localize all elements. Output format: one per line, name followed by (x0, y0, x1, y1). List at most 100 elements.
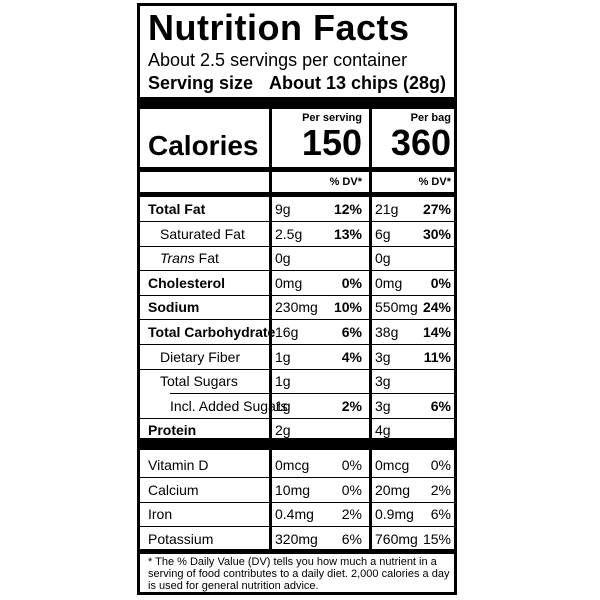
row-separator (371, 221, 454, 222)
thick-rule-vitamins (140, 438, 454, 450)
nutrient-name: Incl. Added Sugars (170, 397, 288, 414)
row-separator (140, 417, 269, 419)
serving-dv: 6% (341, 530, 362, 547)
nutrient-row: Dietary Fiber 1g 4% 3g 11% (140, 346, 454, 370)
row-separator (140, 245, 269, 247)
nutrient-row: Incl. Added Sugars 1g 2% 3g 6% (140, 395, 454, 419)
per-serving-header: Per serving (302, 112, 362, 124)
row-separator (371, 526, 454, 527)
row-separator (271, 417, 369, 419)
column-divider-1 (269, 109, 272, 549)
bag-amount: 6g (375, 225, 391, 242)
vitamin-row: Vitamin D 0mcg 0% 0mcg 0% (140, 454, 454, 478)
row-separator (271, 501, 369, 503)
row-separator (371, 501, 454, 503)
bag-amount: 4g (375, 422, 391, 439)
row-separator (271, 393, 369, 395)
bag-dv: 11% (423, 348, 451, 365)
nutrient-name: Total Sugars (160, 373, 238, 390)
row-separator (371, 393, 454, 395)
row-separator (271, 368, 369, 370)
calories-per-bag: 360 (390, 122, 451, 163)
serving-amount: 9g (275, 201, 291, 217)
serving-amount: 16g (275, 324, 299, 340)
serving-amount: 1g (275, 397, 291, 414)
serving-dv: 10% (333, 299, 362, 316)
row-separator (371, 417, 454, 419)
row-separator (170, 393, 269, 395)
nutrient-row: Protein 2g 4g (140, 419, 454, 443)
bag-amount: 20mg (375, 481, 411, 498)
calories-label: Calories (148, 130, 259, 161)
vitamin-row: Calcium 10mg 0% 20mg 2% (140, 479, 454, 503)
serving-dv: 12% (333, 201, 362, 217)
serving-amount: 2.5g (275, 225, 303, 242)
bag-amount: 760mg (375, 530, 418, 547)
bag-amount: 3g (375, 348, 391, 365)
bag-dv: 27% (422, 201, 451, 217)
row-separator (271, 477, 369, 478)
servings-per-container: About 2.5 servings per container (148, 50, 408, 70)
row-separator (371, 477, 454, 478)
serving-dv: 0% (341, 274, 362, 291)
row-separator (271, 245, 369, 247)
serving-dv: 2% (341, 506, 362, 522)
bag-dv: 15% (422, 530, 451, 547)
nutrient-name: Iron (148, 506, 173, 522)
nutrient-row: Cholesterol 0mg 0% 0mg 0% (140, 272, 454, 296)
nutrient-name: Dietary Fiber (160, 348, 241, 365)
serving-dv: 13% (333, 225, 362, 242)
label-title: Nutrition Facts (148, 7, 410, 48)
calories-per-serving: 150 (301, 122, 362, 163)
row-separator (271, 221, 369, 222)
per-bag-header: Per bag (410, 112, 451, 124)
row-separator (271, 319, 369, 321)
dv-header-serving: % DV* (329, 176, 362, 188)
footnote: * The % Daily Value (DV) tells you how m… (148, 556, 450, 592)
row-separator (371, 368, 454, 370)
medium-rule-calories-left (140, 167, 269, 172)
row-separator (271, 270, 369, 272)
nutrient-name: Potassium (148, 530, 214, 547)
nutrient-row: Sodium 230mg 10% 550mg 24% (140, 296, 454, 321)
nutrient-row: Total Fat 9g 12% 21g 27% (140, 198, 454, 222)
bag-amount: 3g (375, 373, 391, 390)
bag-amount: 0mg (375, 274, 403, 291)
thick-rule-top (140, 97, 454, 109)
row-separator (271, 344, 369, 345)
serving-amount: 1g (275, 373, 291, 390)
bag-dv: 24% (422, 299, 451, 316)
serving-amount: 0mg (275, 274, 303, 291)
bag-amount: 0mcg (375, 457, 410, 473)
nutrient-row: Saturated Fat 2.5g 13% 6g 30% (140, 223, 454, 247)
row-separator (371, 344, 454, 345)
thick-rule-dv (140, 192, 454, 197)
bag-dv: 2% (430, 481, 451, 498)
row-separator (140, 319, 269, 321)
medium-rule-calories (271, 167, 454, 172)
dv-header-bag: % DV* (418, 176, 451, 188)
nutrient-name: Protein (148, 422, 197, 439)
nutrient-name: Cholesterol (148, 274, 226, 291)
nutrient-row: Total Carbohydrate 16g 6% 38g 14% (140, 321, 454, 345)
serving-amount: 10mg (275, 481, 311, 498)
serving-amount: 0mcg (275, 457, 310, 473)
row-separator (271, 294, 369, 296)
serving-amount: 320mg (275, 530, 318, 547)
row-separator (140, 221, 269, 222)
serving-dv: 6% (341, 324, 362, 340)
bag-amount: 3g (375, 397, 391, 414)
serving-amount: 1g (275, 348, 291, 365)
serving-size-label: Serving size (148, 73, 254, 93)
row-separator (371, 319, 454, 321)
serving-amount: 0.4mg (275, 506, 314, 522)
serving-dv: 0% (341, 481, 362, 498)
serving-size-value: About 13 chips (28g) (268, 73, 446, 93)
serving-amount: 0g (275, 250, 291, 267)
bag-amount: 0.9mg (375, 506, 414, 522)
bag-dv: 30% (422, 225, 451, 242)
row-separator (271, 526, 369, 527)
row-separator (140, 368, 269, 370)
nutrient-name: Vitamin D (148, 457, 209, 473)
serving-amount: 230mg (275, 299, 318, 316)
